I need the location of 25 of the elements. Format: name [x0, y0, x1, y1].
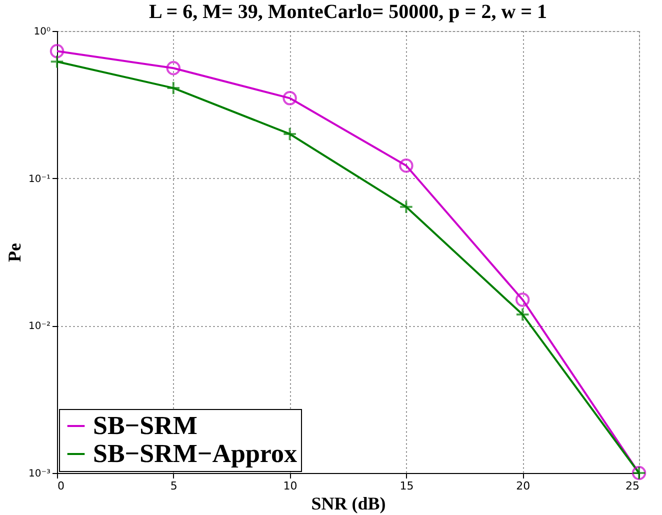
y-tick-label: 10⁻³ — [28, 468, 50, 480]
point — [282, 126, 297, 142]
point — [166, 80, 181, 96]
point — [50, 54, 64, 69]
point — [515, 292, 530, 307]
y-tick-label: 10⁻² — [28, 321, 50, 332]
x-tick-label: 15 — [400, 480, 414, 492]
x-tick-label: 5 — [170, 480, 178, 492]
chart-title: L = 6, M= 39, MonteCarlo= 50000, p = 2, w = 1 — [148, 1, 548, 23]
x-tick-label: 20 — [516, 480, 530, 492]
x-tick-label: 0 — [58, 480, 64, 492]
x-axis-title: SNR (dB) — [311, 494, 386, 514]
legend-label: SB−SRM−Approx — [93, 439, 297, 468]
point — [399, 200, 414, 214]
y-tick-label: 10⁻¹ — [28, 174, 50, 185]
point — [50, 44, 64, 58]
y-tick-label: 10⁰ — [34, 26, 50, 38]
x-tick-label: 10 — [283, 480, 298, 492]
y-axis-title: Pe — [4, 242, 24, 262]
point — [166, 60, 181, 76]
legend-label: SB−SRM — [93, 411, 198, 440]
point — [515, 307, 530, 322]
point — [282, 91, 297, 106]
point — [399, 158, 414, 173]
x-tick-label: 25 — [626, 480, 640, 492]
